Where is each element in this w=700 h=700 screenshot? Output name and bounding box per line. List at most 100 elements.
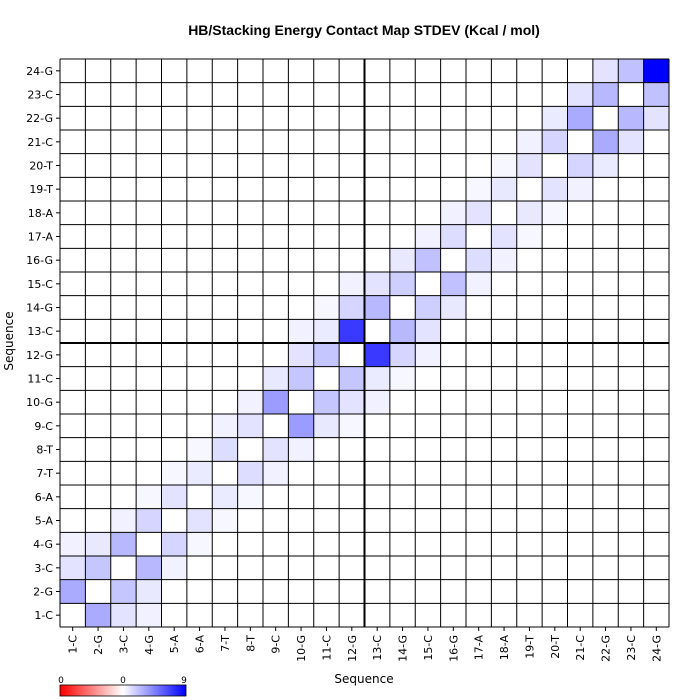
heatmap-cell xyxy=(339,106,365,130)
heatmap-cell xyxy=(592,272,619,296)
heatmap-cell xyxy=(212,248,238,272)
heatmap-cell xyxy=(440,556,466,580)
heatmap-cell xyxy=(136,508,162,533)
heatmap-cell xyxy=(415,319,441,343)
heatmap-cell xyxy=(567,82,593,107)
heatmap-cell xyxy=(542,343,568,367)
heatmap-cell xyxy=(339,579,365,604)
heatmap-cell xyxy=(567,130,593,154)
heatmap-cell xyxy=(618,556,644,580)
y-tick-label: 24-G xyxy=(26,65,53,78)
heatmap-cell xyxy=(491,437,517,462)
heatmap-cell xyxy=(466,366,492,391)
heatmap-cell xyxy=(592,177,619,201)
heatmap-cell xyxy=(592,532,619,556)
heatmap-cell xyxy=(136,485,162,509)
heatmap-cell xyxy=(339,224,365,249)
heatmap-cell xyxy=(237,390,263,414)
heatmap-cell xyxy=(60,556,86,580)
heatmap-cell xyxy=(339,390,365,414)
heatmap-cell xyxy=(364,224,390,249)
heatmap-cell xyxy=(212,461,238,485)
heatmap-cell xyxy=(491,201,517,225)
heatmap-cell xyxy=(212,485,238,509)
heatmap-cell xyxy=(592,414,619,438)
heatmap-cell xyxy=(364,508,390,533)
colorbar: 0 0 9 xyxy=(58,676,187,697)
heatmap-cell xyxy=(516,272,543,296)
x-tick-label: 7-T xyxy=(219,635,232,652)
heatmap-cell xyxy=(466,153,492,178)
heatmap-cell xyxy=(339,248,365,272)
heatmap-cell xyxy=(60,343,86,367)
heatmap-cell xyxy=(567,390,593,414)
heatmap-cell xyxy=(85,106,111,130)
heatmap-cell xyxy=(567,295,593,320)
heatmap-cell xyxy=(592,201,619,225)
heatmap-cell xyxy=(618,82,644,107)
heatmap-cell xyxy=(110,319,137,343)
heatmap-cell xyxy=(542,272,568,296)
heatmap-cell xyxy=(592,106,619,130)
heatmap-cell xyxy=(85,461,111,485)
heatmap-cell xyxy=(237,508,263,533)
heatmap-cell xyxy=(440,295,466,320)
heatmap-cell xyxy=(415,556,441,580)
heatmap-cell xyxy=(313,556,340,580)
heatmap-cell xyxy=(567,201,593,225)
heatmap-cell xyxy=(516,343,543,367)
y-tick-label: 3-C xyxy=(34,562,53,575)
heatmap-cell xyxy=(516,177,543,201)
heatmap-cell xyxy=(110,532,137,556)
heatmap-cell xyxy=(161,603,187,627)
heatmap-cell xyxy=(85,437,111,462)
heatmap-cell xyxy=(592,319,619,343)
x-tick-label: 20-T xyxy=(549,635,562,659)
y-tick-label: 2-G xyxy=(33,586,53,599)
heatmap-cell xyxy=(186,201,213,225)
heatmap-cell xyxy=(542,603,568,627)
heatmap-cell xyxy=(110,224,137,249)
heatmap-cell xyxy=(618,319,644,343)
heatmap-cell xyxy=(567,508,593,533)
heatmap-cell xyxy=(440,485,466,509)
heatmap-cell xyxy=(592,82,619,107)
heatmap-cell xyxy=(567,414,593,438)
heatmap-cell xyxy=(161,485,187,509)
heatmap-cell xyxy=(161,366,187,391)
heatmap-cell xyxy=(542,201,568,225)
heatmap-cell xyxy=(567,485,593,509)
strand-divider xyxy=(60,59,669,627)
heatmap-cell xyxy=(110,272,137,296)
heatmap-cell xyxy=(212,201,238,225)
heatmap-cell xyxy=(415,414,441,438)
heatmap-cell xyxy=(212,414,238,438)
heatmap-cell xyxy=(643,177,669,201)
heatmap-cell xyxy=(491,106,517,130)
heatmap-cell xyxy=(364,153,390,178)
heatmap-cell xyxy=(85,82,111,107)
heatmap-cell xyxy=(491,177,517,201)
heatmap-cell xyxy=(60,461,86,485)
heatmap-cell xyxy=(567,106,593,130)
heatmap-cell xyxy=(161,461,187,485)
heatmap-cell xyxy=(263,82,289,107)
x-tick-label: 24-G xyxy=(650,635,663,662)
heatmap-cell xyxy=(313,82,340,107)
heatmap-cell xyxy=(516,485,543,509)
heatmap-cell xyxy=(263,343,289,367)
heatmap-cell xyxy=(339,461,365,485)
heatmap-cell xyxy=(466,130,492,154)
heatmap-cell xyxy=(136,224,162,249)
heatmap-cell xyxy=(491,248,517,272)
heatmap-cell xyxy=(389,437,416,462)
heatmap-cell xyxy=(339,272,365,296)
heatmap-cell xyxy=(415,390,441,414)
heatmap-cell xyxy=(136,248,162,272)
heatmap-cell xyxy=(516,579,543,604)
heatmap-cell xyxy=(542,437,568,462)
heatmap-cell xyxy=(389,177,416,201)
heatmap-cell xyxy=(466,390,492,414)
y-tick-label: 15-C xyxy=(27,278,53,291)
